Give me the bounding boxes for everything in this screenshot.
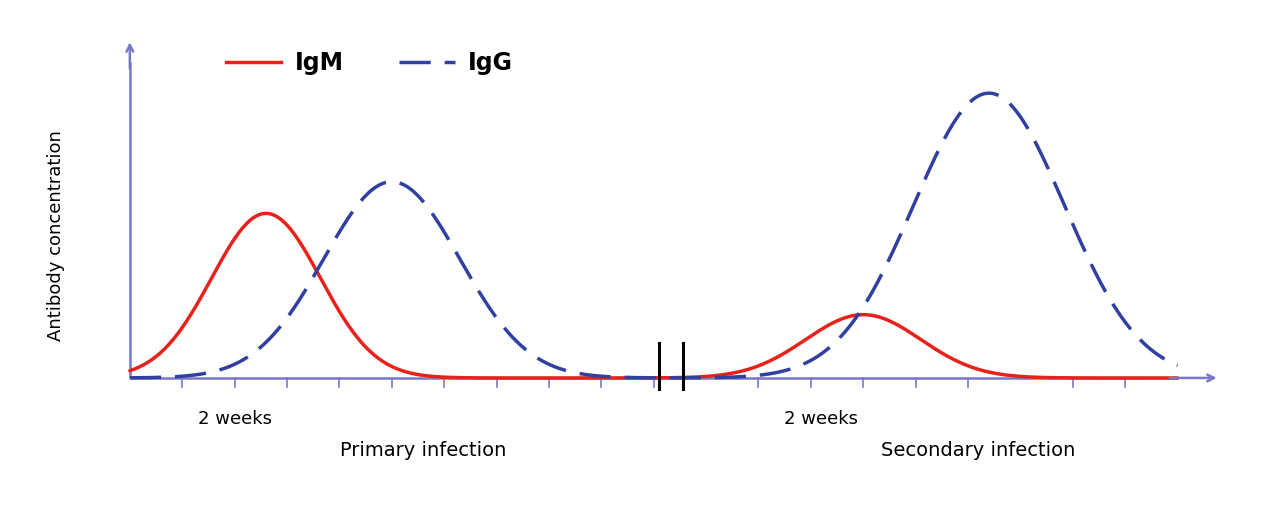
Text: Secondary infection: Secondary infection xyxy=(881,441,1075,460)
Text: 2 weeks: 2 weeks xyxy=(198,409,271,428)
Text: Antibody concentration: Antibody concentration xyxy=(47,130,66,341)
Legend: IgM, IgG: IgM, IgG xyxy=(226,51,514,75)
Text: 2 weeks: 2 weeks xyxy=(785,409,858,428)
Text: Primary infection: Primary infection xyxy=(340,441,506,460)
